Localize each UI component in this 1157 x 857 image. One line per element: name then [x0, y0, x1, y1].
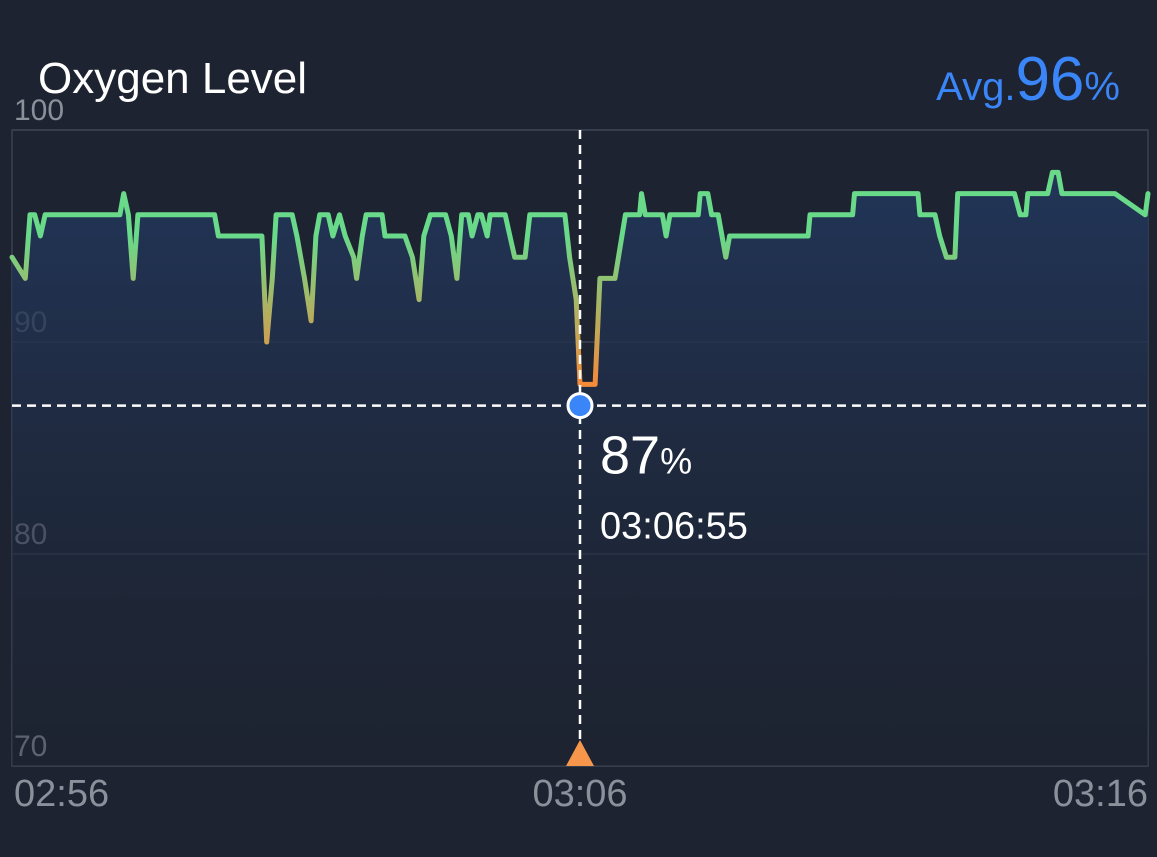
selected-reading: 87%: [600, 426, 692, 486]
selected-unit: %: [660, 441, 692, 482]
x-tick-label: 02:56: [14, 773, 109, 815]
line: [9, 169, 1151, 387]
selected-time: 03:06:55: [600, 506, 748, 548]
y-tick-label: 100: [14, 94, 64, 127]
selected-value: 87: [600, 426, 660, 486]
average-unit: %: [1084, 65, 1120, 109]
selected-point: [566, 392, 594, 420]
average-prefix: Avg.: [936, 65, 1015, 109]
chart-title: Oxygen Level: [38, 54, 307, 103]
time-marker: [566, 740, 594, 766]
x-tick-label: 03:16: [1053, 773, 1148, 815]
area: [12, 172, 1148, 766]
x-tick-label: 03:06: [532, 773, 627, 815]
average-value: 96: [1015, 45, 1084, 114]
average: Avg.96%: [936, 45, 1120, 114]
